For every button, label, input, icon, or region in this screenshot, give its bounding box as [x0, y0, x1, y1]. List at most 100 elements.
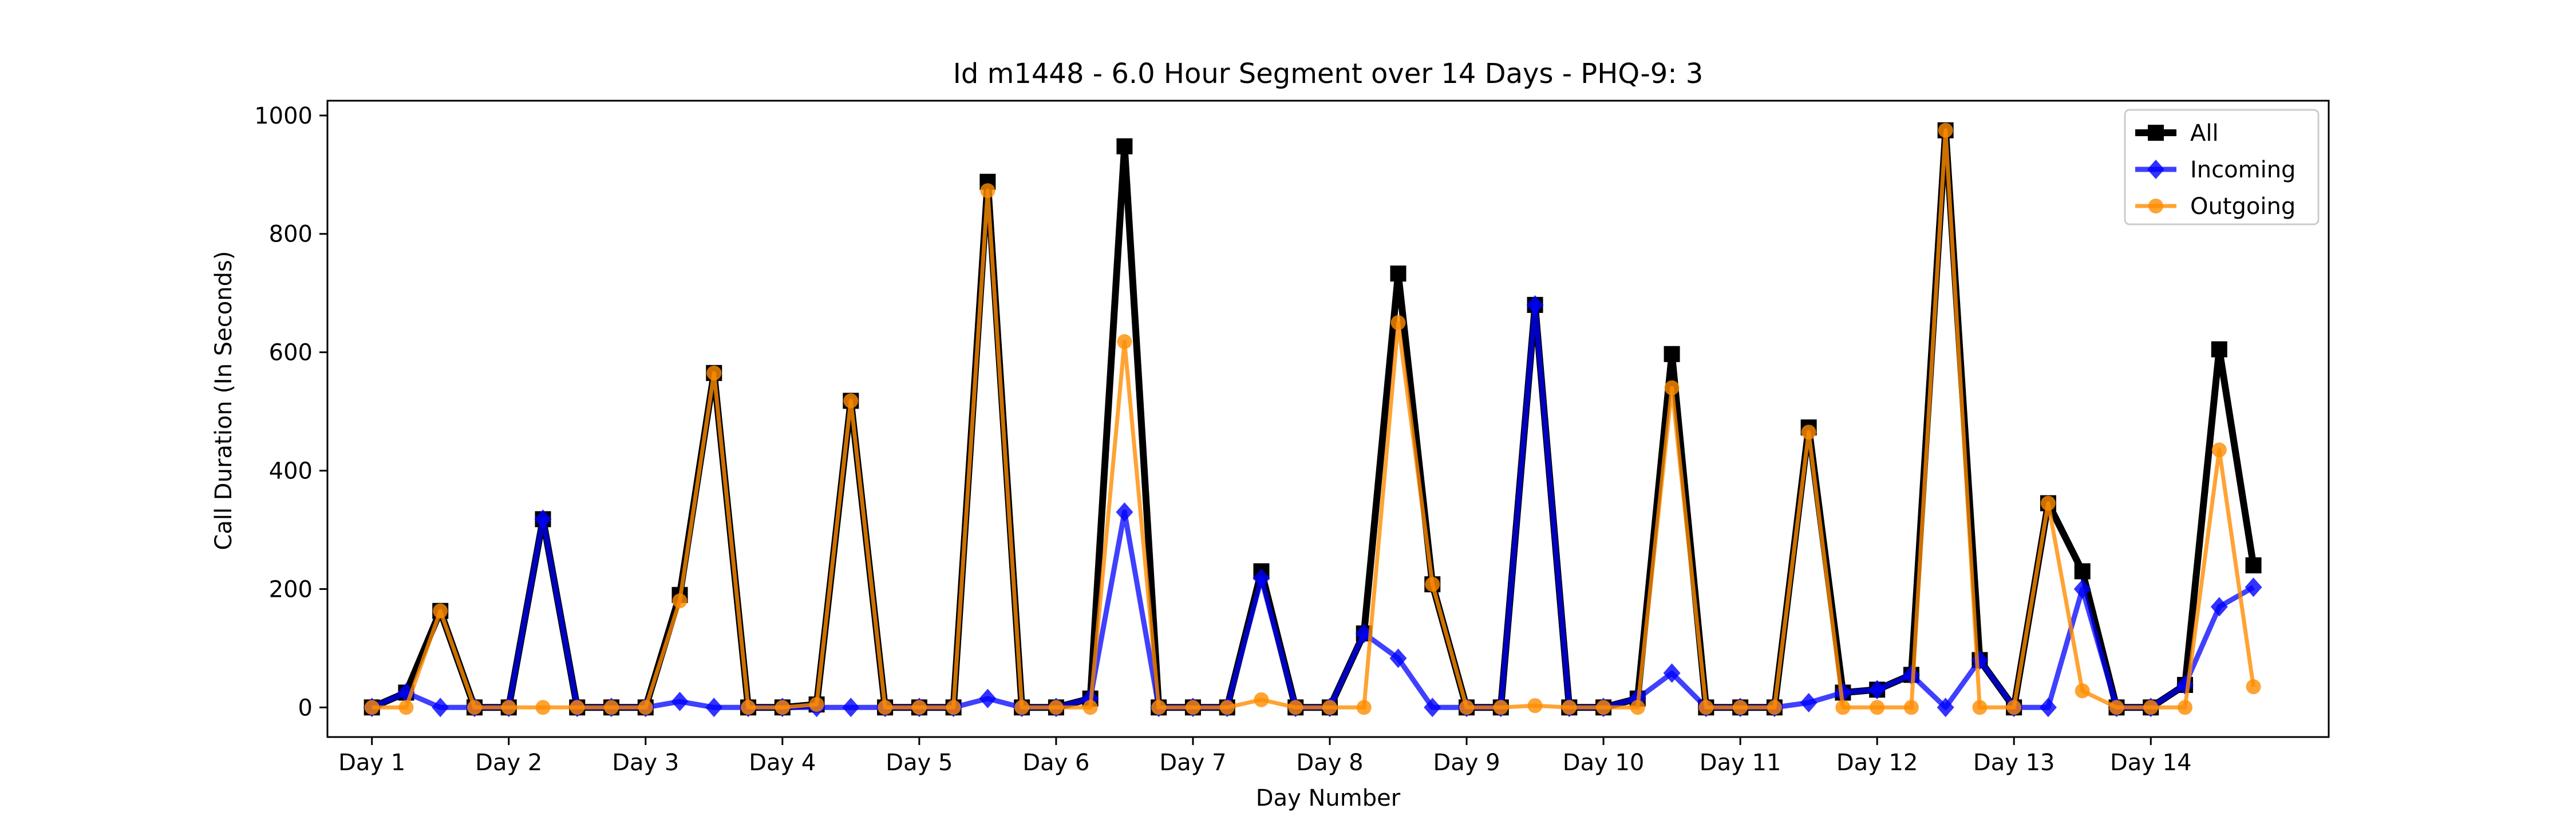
data-point-outgoing — [673, 593, 688, 608]
y-axis-label: Call Duration (In Seconds) — [211, 251, 237, 550]
x-axis-label: Day Number — [1256, 785, 1401, 811]
data-point-outgoing — [706, 366, 721, 381]
data-point-all — [2246, 557, 2262, 573]
data-point-outgoing — [365, 700, 380, 715]
data-point-outgoing — [570, 700, 584, 715]
data-point-outgoing — [1733, 700, 1748, 715]
y-tick-label: 600 — [269, 340, 313, 366]
data-point-all — [2075, 563, 2091, 579]
data-point-outgoing — [2212, 442, 2227, 457]
data-point-outgoing — [2246, 679, 2261, 694]
y-tick-label: 0 — [298, 695, 313, 721]
data-point-outgoing — [1835, 700, 1850, 715]
data-point-outgoing — [1014, 700, 1029, 715]
data-point-outgoing — [1698, 700, 1713, 715]
data-point-all — [1390, 266, 1406, 282]
y-tick-label: 1000 — [254, 103, 313, 129]
data-point-outgoing — [741, 700, 756, 715]
data-point-outgoing — [878, 700, 892, 715]
data-point-all — [2211, 341, 2227, 357]
data-point-outgoing — [467, 700, 482, 715]
data-point-outgoing — [1494, 700, 1508, 715]
data-point-outgoing — [2109, 700, 2124, 715]
data-point-incoming — [842, 698, 859, 717]
x-tick-label: Day 1 — [338, 750, 405, 776]
data-point-outgoing — [1562, 700, 1577, 715]
data-point-outgoing — [843, 393, 858, 408]
data-point-outgoing — [1425, 577, 1440, 592]
data-point-incoming — [2245, 577, 2262, 597]
data-point-outgoing — [1801, 425, 1816, 439]
data-point-outgoing — [535, 700, 550, 715]
data-point-incoming — [2211, 597, 2228, 616]
y-tick-label: 800 — [269, 221, 313, 248]
data-point-outgoing — [1151, 700, 1166, 715]
data-point-outgoing — [2006, 700, 2021, 715]
data-point-outgoing — [1288, 700, 1303, 715]
legend-label-all: All — [2190, 120, 2219, 146]
x-tick-label: Day 11 — [1700, 750, 1781, 776]
plot-area-frame — [327, 101, 2329, 737]
x-tick-label: Day 4 — [749, 750, 816, 776]
x-tick-label: Day 6 — [1022, 750, 1089, 776]
data-point-all — [1664, 346, 1680, 362]
x-tick-label: Day 2 — [475, 750, 542, 776]
data-point-outgoing — [501, 700, 516, 715]
data-point-outgoing — [946, 700, 961, 715]
data-point-outgoing — [1870, 700, 1884, 715]
data-point-outgoing — [2075, 683, 2090, 698]
data-point-outgoing — [1117, 334, 1132, 349]
data-point-outgoing — [809, 697, 824, 712]
data-point-outgoing — [1972, 700, 1987, 715]
legend-label-outgoing: Outgoing — [2190, 193, 2296, 220]
data-point-outgoing — [604, 700, 619, 715]
x-tick-label: Day 7 — [1159, 750, 1226, 776]
data-point-outgoing — [1630, 700, 1645, 715]
data-point-outgoing — [638, 700, 653, 715]
data-point-outgoing — [1220, 700, 1235, 715]
data-point-incoming — [979, 689, 996, 708]
series-line-all — [372, 130, 2254, 708]
data-point-outgoing — [1596, 700, 1611, 715]
data-point-outgoing — [1186, 700, 1200, 715]
data-point-incoming — [671, 692, 689, 711]
x-tick-label: Day 14 — [2110, 750, 2192, 776]
x-tick-label: Day 3 — [612, 750, 679, 776]
data-point-outgoing — [1254, 692, 1269, 707]
data-point-outgoing — [1459, 700, 1474, 715]
legend-marker-all — [2148, 125, 2164, 141]
data-point-outgoing — [1767, 700, 1782, 715]
data-point-outgoing — [1665, 381, 1680, 395]
data-point-incoming — [705, 698, 722, 717]
data-point-outgoing — [1322, 700, 1337, 715]
data-point-outgoing — [2041, 496, 2056, 510]
data-point-outgoing — [1904, 700, 1919, 715]
data-point-outgoing — [1391, 315, 1406, 330]
chart-title: Id m1448 - 6.0 Hour Segment over 14 Days… — [953, 58, 1704, 90]
x-tick-label: Day 13 — [1973, 750, 2055, 776]
x-tick-label: Day 8 — [1296, 750, 1363, 776]
x-tick-label: Day 9 — [1433, 750, 1500, 776]
data-point-outgoing — [1049, 700, 1064, 715]
data-point-outgoing — [1528, 698, 1543, 713]
data-point-incoming — [432, 698, 449, 717]
data-point-outgoing — [433, 604, 448, 619]
y-tick-label: 400 — [269, 458, 313, 485]
data-point-incoming — [2040, 698, 2057, 717]
x-tick-label: Day 5 — [886, 750, 953, 776]
y-tick-label: 200 — [269, 576, 313, 603]
data-point-outgoing — [398, 700, 413, 715]
legend-marker-outgoing — [2148, 199, 2163, 213]
data-point-all — [1116, 138, 1132, 154]
legend-label-incoming: Incoming — [2190, 157, 2296, 183]
x-tick-label: Day 12 — [1836, 750, 1918, 776]
data-point-outgoing — [2143, 700, 2158, 715]
data-point-incoming — [1800, 693, 1818, 712]
data-point-outgoing — [912, 700, 927, 715]
series-line-outgoing — [372, 130, 2254, 708]
data-point-outgoing — [1938, 123, 1953, 138]
data-point-outgoing — [1083, 700, 1098, 715]
x-tick-label: Day 10 — [1563, 750, 1645, 776]
